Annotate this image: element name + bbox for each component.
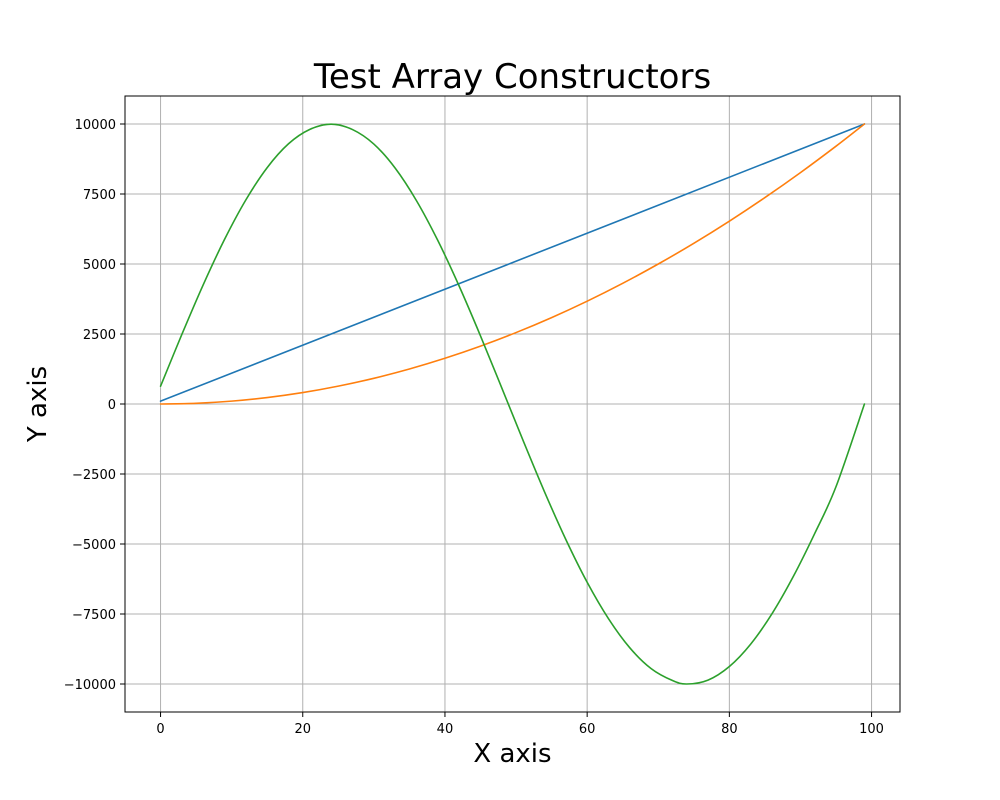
y-tick-label: −2500 [72,468,116,483]
x-tick-label: 100 [859,722,884,737]
y-tick-label: 5000 [83,258,116,273]
x-tick-label: 40 [437,722,454,737]
ticks: 0 20 40 60 80 100 10000 7500 5000 2500 0 −2500 −5000… [64,118,884,737]
series-line-2 [159,123,866,405]
x-tick-label: 0 [156,722,164,737]
x-axis-label: X axis [473,739,551,769]
y-axis-label: Y axis [23,366,53,443]
y-tick-label: 10000 [75,118,116,133]
y-tick-label: 2500 [83,328,116,343]
x-tick-label: 80 [721,722,738,737]
y-tick-label: −7500 [72,608,116,623]
y-tick-label: 7500 [83,188,116,203]
series-group [159,123,866,685]
chart-title: Test Array Constructors [313,57,711,97]
series-line-1 [159,123,866,402]
grid [125,96,900,712]
x-tick-label: 20 [294,722,311,737]
y-tick-label: 0 [108,398,116,413]
y-tick-label: −10000 [64,678,116,693]
x-tick-label: 60 [579,722,596,737]
series-line-3 [159,123,866,685]
y-tick-label: −5000 [72,538,116,553]
